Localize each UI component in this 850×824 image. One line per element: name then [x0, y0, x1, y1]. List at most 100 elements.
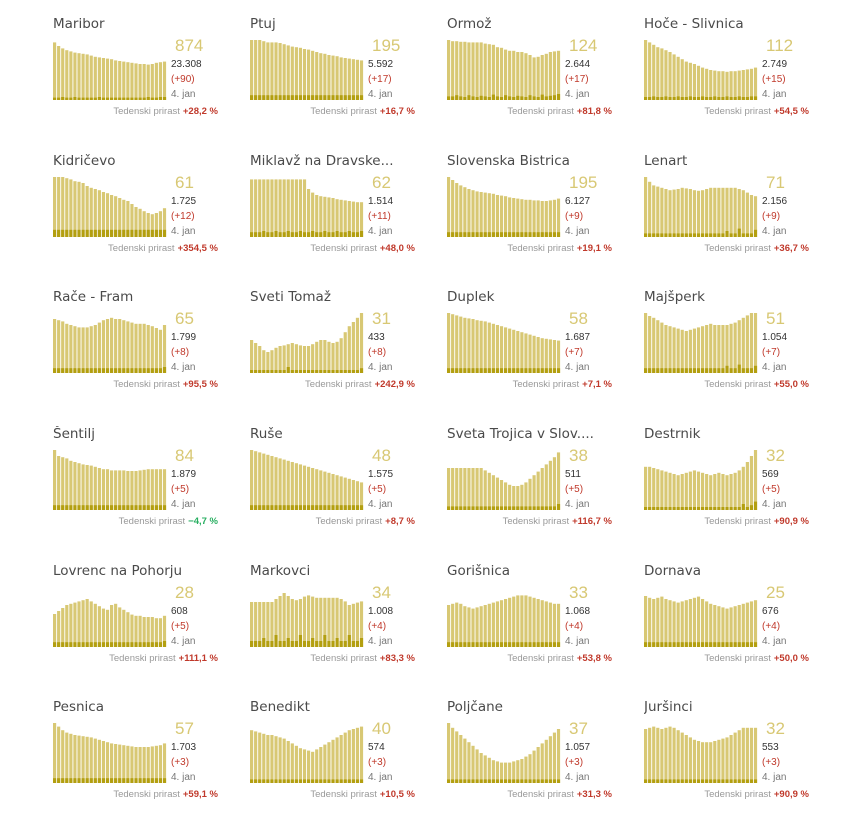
bar-cumulative — [93, 603, 97, 647]
bar-daily — [118, 97, 122, 100]
bar-cumulative — [520, 759, 524, 783]
bar-cumulative — [652, 44, 656, 100]
bar-cumulative — [717, 187, 721, 237]
bar-cumulative — [544, 464, 548, 510]
bar-cumulative — [451, 727, 455, 783]
bar-cumulative — [53, 614, 57, 647]
bar-cumulative — [130, 322, 134, 373]
bar-cumulative — [676, 475, 680, 510]
bar-cumulative — [323, 196, 327, 237]
bar-chart — [447, 723, 561, 783]
bar-cumulative — [701, 326, 705, 373]
bar-daily — [93, 97, 97, 100]
total-cases: 1.703 — [171, 742, 197, 753]
bar-cumulative — [351, 322, 355, 373]
bar-cumulative — [258, 346, 262, 373]
bar-cumulative — [286, 344, 290, 373]
bar-cumulative — [717, 325, 721, 373]
bar-daily — [451, 779, 455, 783]
bar-daily — [499, 642, 504, 647]
bar-cumulative — [463, 41, 467, 100]
bar-daily — [69, 642, 73, 647]
bar-cumulative — [532, 750, 536, 783]
bar-cumulative — [65, 605, 69, 647]
bar-cumulative — [688, 471, 692, 510]
bar-cumulative — [110, 195, 114, 237]
bar-daily — [467, 368, 471, 373]
bar-daily — [335, 231, 339, 237]
bar-cumulative — [475, 749, 479, 783]
bar-daily — [266, 505, 270, 510]
bar-daily — [81, 229, 85, 237]
bar-daily — [154, 642, 158, 647]
bar-daily — [122, 505, 126, 510]
weekly-growth-value: +19,1 % — [576, 243, 612, 254]
bar-cumulative — [668, 326, 672, 373]
bar-daily — [528, 506, 532, 510]
bar-daily — [660, 97, 664, 100]
bar-daily — [307, 95, 311, 100]
bar-cumulative — [733, 322, 737, 373]
bar-cumulative — [142, 64, 146, 100]
bar-daily — [298, 635, 303, 647]
bar-daily — [294, 232, 298, 237]
bar-daily — [266, 370, 270, 373]
bar-daily — [270, 232, 274, 237]
bar-cumulative — [278, 596, 282, 647]
bar-daily — [512, 368, 516, 373]
bar-cumulative — [528, 754, 532, 783]
weekly-growth-label: Tedenski prirast — [109, 653, 176, 664]
bar-cumulative — [327, 742, 331, 783]
bar-daily — [487, 368, 491, 373]
bar-cumulative — [745, 192, 749, 237]
bar-cumulative — [138, 470, 142, 510]
weekly-growth-value: +242,9 % — [374, 379, 415, 390]
bar-daily — [548, 779, 552, 783]
bar-daily — [258, 95, 262, 100]
bar-cumulative — [475, 468, 479, 510]
bar-cumulative — [101, 58, 106, 100]
bar-cumulative — [327, 341, 331, 373]
bar-daily — [548, 368, 552, 373]
bar-daily — [270, 370, 274, 373]
bar-cumulative — [266, 352, 270, 373]
bar-daily — [491, 506, 495, 510]
bar-cumulative — [118, 607, 122, 647]
bar-daily — [524, 779, 528, 783]
bar-cumulative — [146, 747, 150, 783]
bar-cumulative — [463, 738, 467, 783]
bar-daily — [753, 96, 758, 100]
bar-cumulative — [142, 469, 146, 510]
bar-daily — [652, 233, 656, 237]
bar-daily — [652, 507, 656, 510]
bar-cumulative — [676, 730, 680, 783]
bar-daily — [331, 370, 335, 373]
bar-chart — [53, 450, 167, 510]
bar-daily — [347, 779, 351, 783]
bar-cumulative — [713, 325, 717, 373]
bar-cumulative — [351, 729, 355, 783]
bar-chart — [644, 450, 758, 510]
bar-cumulative — [158, 745, 163, 783]
bar-cumulative — [709, 323, 713, 373]
bar-chart — [644, 313, 758, 373]
bar-daily — [475, 368, 479, 373]
bar-daily — [65, 229, 69, 237]
bar-daily — [745, 642, 749, 647]
bar-cumulative — [154, 328, 158, 373]
bar-cumulative — [524, 333, 528, 373]
bar-daily — [73, 97, 77, 100]
weekly-growth-value: +90,9 % — [773, 516, 809, 527]
bar-cumulative — [676, 602, 680, 647]
bar-daily — [138, 229, 142, 237]
bar-cumulative — [544, 201, 548, 237]
bar-daily — [274, 635, 278, 647]
bar-cumulative — [278, 458, 282, 510]
municipality-panel: Juršinci 32 553 (+3) 4. jan Tedenski prirast +… — [644, 699, 809, 819]
bar-cumulative — [331, 343, 335, 373]
bar-cumulative — [130, 614, 134, 647]
bar-daily — [463, 506, 467, 510]
bar-cumulative — [339, 57, 343, 100]
bar-daily — [540, 232, 544, 237]
bar-daily — [327, 505, 331, 510]
